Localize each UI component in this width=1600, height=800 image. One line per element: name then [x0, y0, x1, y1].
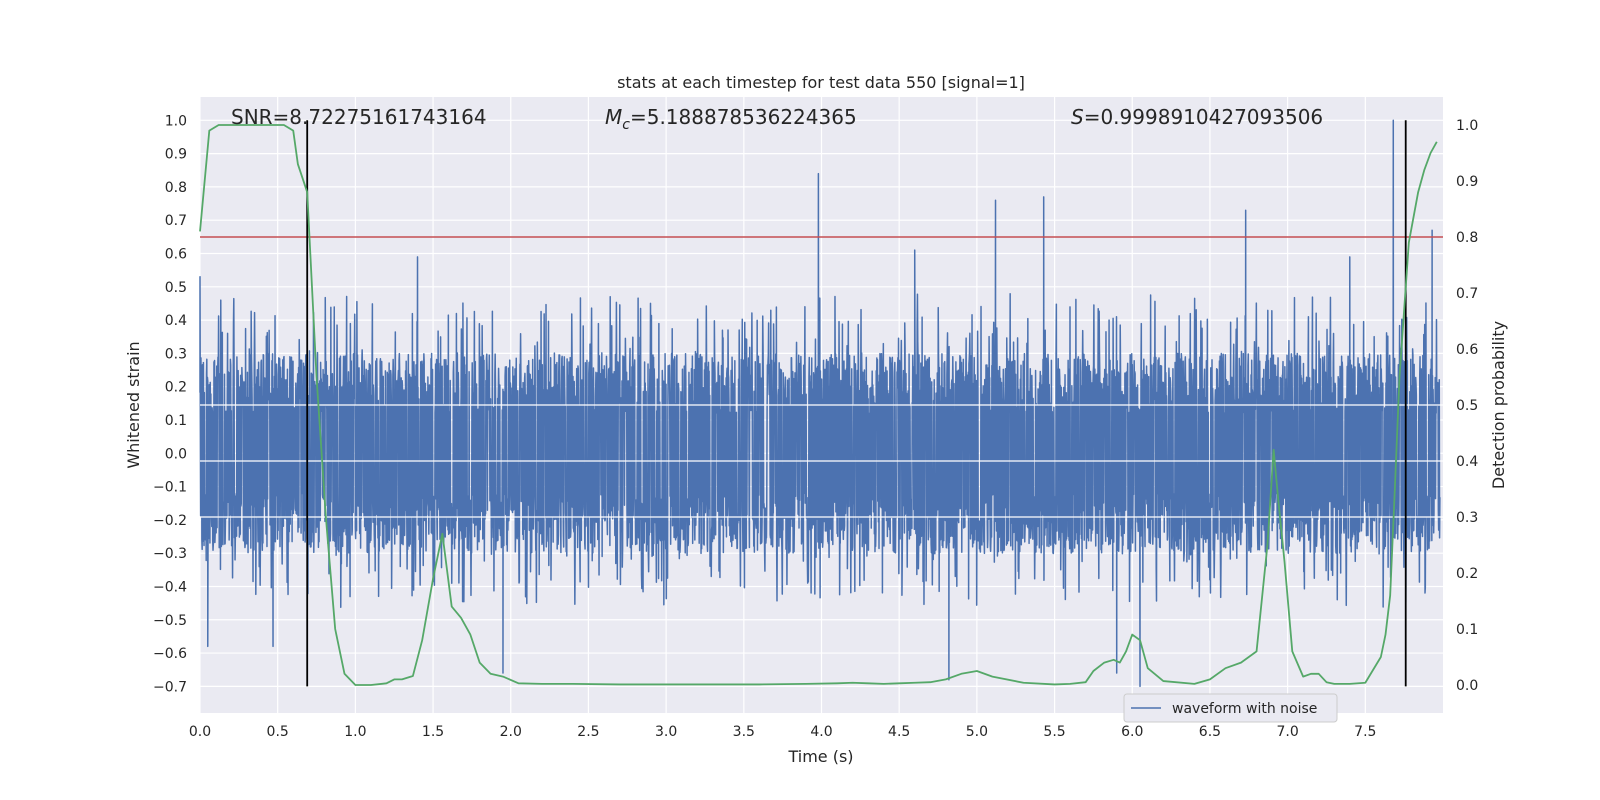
- x-tick-label: 7.5: [1354, 724, 1376, 740]
- y-axis-label: Whitened strain: [124, 341, 143, 468]
- waveform-line: [199, 119, 1441, 688]
- x-tick-label: 6.0: [1121, 724, 1143, 740]
- y-tick-label: 0.7: [165, 213, 187, 229]
- x-tick-label: 2.5: [577, 724, 599, 740]
- x-tick-label: 4.5: [888, 724, 910, 740]
- detection-probability-line: [199, 124, 1438, 686]
- legend: waveform with noise: [1123, 693, 1338, 723]
- x-tick-label: 1.5: [422, 724, 444, 740]
- x-tick-label: 6.5: [1199, 724, 1221, 740]
- chart-title: stats at each timestep for test data 550…: [617, 73, 1025, 92]
- y-tick-label: 0.1: [165, 413, 187, 429]
- x-tick-label: 3.0: [655, 724, 677, 740]
- y-right-tick-label: 0.2: [1456, 566, 1478, 582]
- y-right-axis-label: Detection probability: [1489, 321, 1508, 489]
- legend-box: [1123, 693, 1338, 723]
- y-tick-label: 1.0: [165, 113, 187, 129]
- x-tick-label: 3.5: [733, 724, 755, 740]
- y-tick-label: 0.0: [165, 446, 187, 462]
- tick-labels: 0.0 0.5 1.0 1.5 2.0 2.5 3.0 3.5 4.0 4.5 5.0 5.5 6.0 6…: [153, 113, 1478, 740]
- x-axis-label: Time (s): [787, 747, 853, 766]
- legend-label: waveform with noise: [1172, 701, 1317, 717]
- y-tick-label: 0.8: [165, 180, 187, 196]
- y-right-tick-label: 0.6: [1456, 342, 1478, 358]
- y-tick-label: 0.5: [165, 280, 187, 296]
- x-tick-label: 0.0: [189, 724, 211, 740]
- x-tick-label: 7.0: [1276, 724, 1298, 740]
- detection-probability-series: [199, 124, 1438, 686]
- y-tick-label: 0.3: [165, 346, 187, 362]
- y-tick-label: −0.7: [153, 679, 187, 695]
- waveform-series: [199, 119, 1441, 688]
- y-right-tick-label: 0.0: [1456, 678, 1478, 694]
- x-tick-label: 4.0: [810, 724, 832, 740]
- y-tick-label: −0.2: [153, 513, 187, 529]
- y-right-tick-label: 0.9: [1456, 174, 1478, 190]
- y-right-tick-label: 0.5: [1456, 398, 1478, 414]
- y-tick-label: 0.9: [165, 147, 187, 163]
- chirp-mass-annotation: Mc=5.188878536224365: [605, 105, 857, 133]
- y-right-tick-label: 0.8: [1456, 230, 1478, 246]
- y-tick-label: 0.2: [165, 380, 187, 396]
- y-tick-label: 0.4: [165, 313, 187, 329]
- snr-annotation: SNR=8.72275161743164: [231, 105, 487, 129]
- y-tick-label: −0.1: [153, 480, 187, 496]
- score-annotation: S=0.9998910427093506: [1071, 105, 1323, 129]
- y-tick-label: −0.4: [153, 579, 187, 595]
- y-right-tick-label: 0.1: [1456, 622, 1478, 638]
- y-right-tick-label: 0.3: [1456, 510, 1478, 526]
- x-tick-label: 2.0: [500, 724, 522, 740]
- x-tick-label: 5.5: [1043, 724, 1065, 740]
- y-tick-label: −0.3: [153, 546, 187, 562]
- y-right-tick-label: 1.0: [1456, 118, 1478, 134]
- y-tick-label: 0.6: [165, 246, 187, 262]
- y-right-tick-label: 0.7: [1456, 286, 1478, 302]
- y-right-tick-label: 0.4: [1456, 454, 1478, 470]
- y-tick-label: −0.6: [153, 646, 187, 662]
- y-tick-label: −0.5: [153, 613, 187, 629]
- x-tick-label: 5.0: [966, 724, 988, 740]
- x-tick-label: 1.0: [344, 724, 366, 740]
- overlay-lines: [200, 120, 1443, 687]
- x-tick-label: 0.5: [267, 724, 289, 740]
